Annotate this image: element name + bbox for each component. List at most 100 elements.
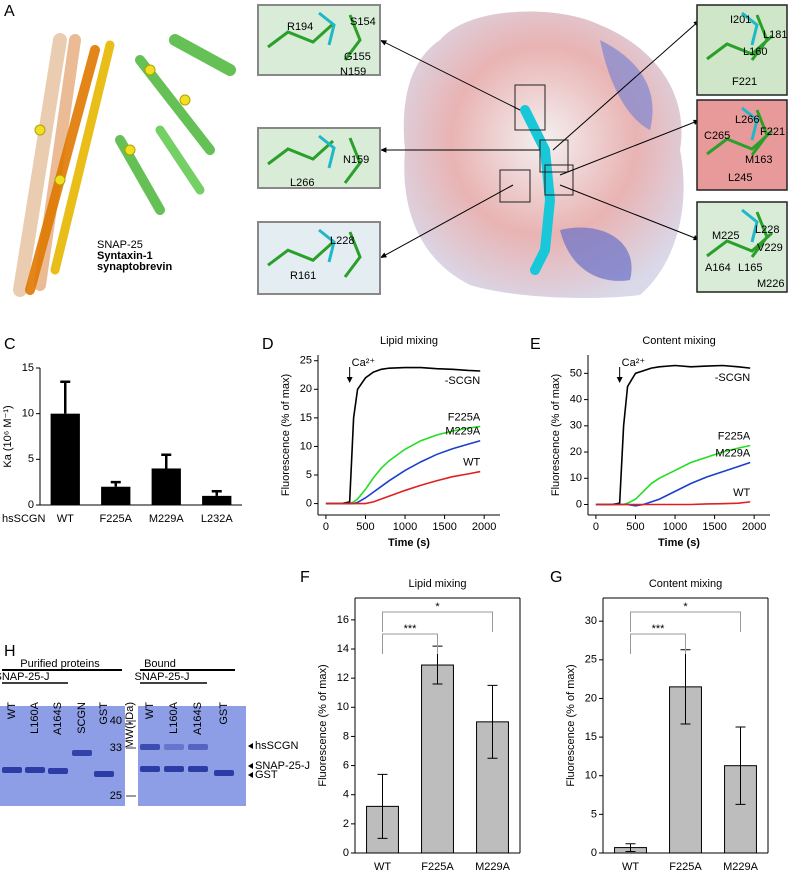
x-tick-label: 1500 [432, 521, 456, 533]
stick-model [741, 11, 759, 46]
residue-label: A164 [705, 262, 731, 274]
significance-bracket [382, 611, 493, 632]
panel-label: H [4, 643, 16, 660]
significance-label: * [683, 601, 688, 613]
gel-band [48, 768, 68, 774]
x-tick-label: M229A [149, 513, 185, 525]
y-tick-label: 5 [591, 808, 597, 820]
error-bar [735, 726, 746, 805]
band-pointer [248, 743, 253, 749]
series-label: -SCGN [715, 372, 751, 384]
stick-model [267, 14, 362, 61]
y-tick-label: 6 [343, 759, 349, 771]
gel-group: SNAP-25-J [0, 671, 50, 683]
x-tick-label: M229A [723, 861, 759, 870]
residue-label: C265 [704, 130, 730, 142]
annotation: Ca²⁺ [352, 357, 376, 369]
y-tick-label: 10 [585, 770, 597, 782]
ion [34, 124, 46, 136]
y-axis-label: Ka (10⁶ M⁻¹) [2, 405, 14, 467]
panel-label: E [530, 336, 541, 353]
x-tick-label: 500 [626, 521, 644, 533]
residue-label: N159 [343, 154, 369, 166]
arrow-head [380, 252, 387, 258]
helix [169, 34, 236, 76]
x-tick-label: 1000 [663, 521, 687, 533]
x-tick-label: WT [57, 513, 74, 525]
bar [421, 664, 454, 854]
y-tick-label: 20 [300, 383, 312, 395]
series-label: F225A [448, 411, 481, 423]
chart-title: Content mixing [642, 335, 715, 347]
residue-label: M163 [745, 154, 773, 166]
panel-label: G [550, 569, 562, 586]
x-tick-label: F225A [421, 861, 454, 870]
series-label: -SCGN [445, 375, 481, 387]
residue-label: L266 [290, 177, 314, 189]
x-tick-label: F225A [100, 513, 133, 525]
y-tick-label: 0 [591, 847, 597, 859]
y-tick-label: 8 [343, 730, 349, 742]
gel-band [188, 744, 208, 750]
chart-title: Lipid mixing [380, 335, 438, 347]
series-label: M229A [445, 426, 481, 438]
band-pointer [248, 772, 253, 778]
y-tick-label: 10 [337, 701, 349, 713]
y-tick-label: 30 [585, 615, 597, 627]
error-bar [161, 453, 172, 469]
stick-model [318, 228, 336, 263]
residue-label: F221 [760, 126, 785, 138]
significance-label: * [435, 601, 440, 613]
y-tick-label: 0 [576, 498, 582, 510]
y-tick-label: 15 [22, 362, 34, 374]
y-tick-label: 30 [570, 420, 582, 432]
error-bar [211, 490, 222, 496]
helix [155, 125, 205, 195]
x-axis-label: Time (s) [388, 537, 430, 549]
lane-label: WT [6, 702, 18, 719]
arrow-line [559, 119, 701, 176]
gel [138, 706, 246, 806]
series-line [325, 470, 481, 505]
gel-group: SNAP-25-J [134, 671, 189, 683]
gel-heading: Bound [144, 658, 176, 670]
y-tick-label: 15 [300, 412, 312, 424]
lane-label: WT [144, 702, 156, 719]
y-tick-label: 12 [337, 672, 349, 684]
bar [202, 495, 232, 505]
stick-model [267, 137, 362, 184]
x-tick-label: 1500 [702, 521, 726, 533]
marker-band [126, 720, 136, 722]
y-tick-label: 20 [585, 692, 597, 704]
arrow-head [380, 147, 387, 153]
lane-label: L160A [29, 701, 41, 733]
x-axis-label: Time (s) [658, 537, 700, 549]
gel-heading: Purified proteins [20, 658, 100, 670]
gel-band [164, 766, 184, 772]
y-tick-label: 25 [300, 355, 312, 367]
chart-title: Lipid mixing [408, 578, 466, 590]
x-tick-label: 500 [356, 521, 374, 533]
stick-model [706, 211, 774, 258]
y-tick-label: 2 [343, 818, 349, 830]
y-tick-label: 16 [337, 614, 349, 626]
y-axis-label: Fluorescence (% of max) [565, 664, 577, 786]
ion [144, 64, 156, 76]
residue-label: L245 [728, 172, 752, 184]
x-tick-label: WT [374, 861, 391, 870]
legend-text: SNAP-25 [97, 239, 143, 251]
legend-text: synaptobrevin [97, 261, 172, 273]
x-tick-label: 2000 [472, 521, 496, 533]
y-tick-label: 10 [570, 472, 582, 484]
gel-band [72, 750, 92, 756]
panel-label: A [4, 3, 15, 20]
residue-label: R194 [287, 21, 313, 33]
significance-bracket [382, 633, 438, 654]
gel [0, 706, 125, 806]
y-tick-label: 10 [300, 440, 312, 452]
residue-label: L160 [743, 46, 767, 58]
ion [124, 144, 136, 156]
series-label: M229A [715, 447, 751, 459]
arrow-head [380, 40, 387, 46]
